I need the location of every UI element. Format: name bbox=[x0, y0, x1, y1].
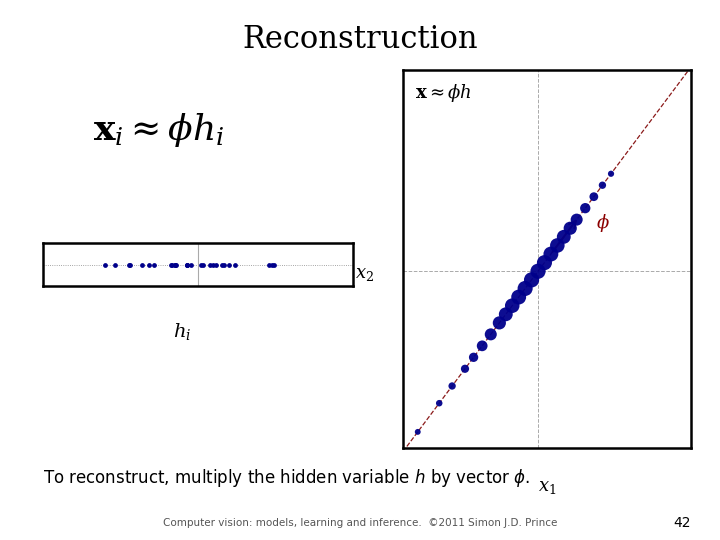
Point bbox=[588, 192, 600, 201]
Point bbox=[552, 241, 563, 250]
Point bbox=[207, 260, 219, 269]
Point bbox=[143, 260, 155, 269]
Point bbox=[216, 260, 228, 269]
Point bbox=[197, 260, 209, 269]
Point bbox=[210, 260, 222, 269]
Point bbox=[485, 330, 497, 339]
Point bbox=[494, 319, 505, 327]
Point bbox=[580, 204, 591, 212]
Point bbox=[412, 428, 423, 436]
Point bbox=[196, 260, 207, 269]
Point bbox=[606, 170, 617, 178]
Point bbox=[269, 260, 280, 269]
Point bbox=[532, 267, 544, 275]
Point bbox=[218, 260, 230, 269]
Point bbox=[513, 293, 524, 301]
Point bbox=[165, 260, 176, 269]
Point bbox=[186, 260, 197, 269]
Text: 42: 42 bbox=[674, 516, 691, 530]
Point bbox=[468, 353, 480, 362]
Point bbox=[263, 260, 274, 269]
Point bbox=[181, 260, 193, 269]
Point bbox=[124, 260, 135, 269]
Point bbox=[500, 310, 511, 319]
Text: $\mathbf{x}_i \approx \phi h_i$: $\mathbf{x}_i \approx \phi h_i$ bbox=[93, 111, 224, 148]
Text: $\mathbf{x} \approx \phi h$: $\mathbf{x} \approx \phi h$ bbox=[415, 82, 472, 104]
Point bbox=[446, 382, 458, 390]
Point bbox=[459, 364, 471, 373]
Text: $x_2$: $x_2$ bbox=[356, 265, 374, 284]
Point bbox=[148, 260, 160, 269]
Point bbox=[571, 215, 582, 224]
Point bbox=[564, 224, 576, 233]
Point bbox=[230, 260, 241, 269]
Point bbox=[519, 284, 531, 293]
Point bbox=[170, 260, 181, 269]
Text: $h_i$: $h_i$ bbox=[174, 321, 192, 342]
Point bbox=[109, 260, 120, 269]
Point bbox=[558, 233, 570, 241]
Point bbox=[137, 260, 148, 269]
Point bbox=[204, 260, 215, 269]
Point bbox=[166, 260, 177, 269]
Point bbox=[433, 399, 445, 408]
Text: To reconstruct, multiply the hidden variable $h$ by vector $\phi$.: To reconstruct, multiply the hidden vari… bbox=[43, 467, 531, 489]
Point bbox=[545, 249, 557, 258]
Point bbox=[181, 260, 192, 269]
Point bbox=[539, 258, 550, 267]
Point bbox=[169, 260, 181, 269]
Text: Computer vision: models, learning and inference.  ©2011 Simon J.D. Prince: Computer vision: models, learning and in… bbox=[163, 518, 557, 528]
Text: $\phi$: $\phi$ bbox=[596, 212, 610, 234]
Point bbox=[477, 341, 488, 350]
Point bbox=[181, 260, 192, 269]
Point bbox=[526, 275, 537, 284]
Point bbox=[224, 260, 235, 269]
Text: $x_1$: $x_1$ bbox=[538, 478, 557, 496]
Text: Reconstruction: Reconstruction bbox=[242, 24, 478, 55]
Point bbox=[266, 260, 277, 269]
Point bbox=[123, 260, 135, 269]
Point bbox=[99, 260, 111, 269]
Point bbox=[170, 260, 181, 269]
Point bbox=[597, 181, 608, 190]
Point bbox=[506, 301, 518, 310]
